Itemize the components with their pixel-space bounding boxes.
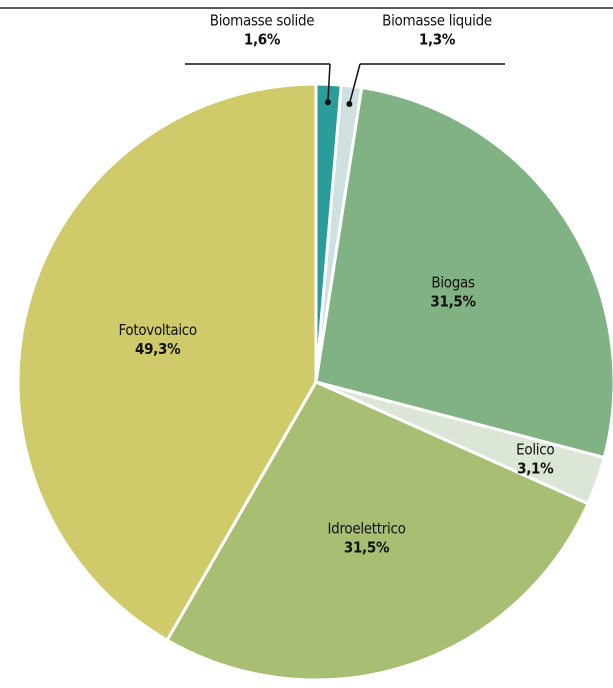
slice-value: 3,1% bbox=[517, 460, 554, 478]
pie-slice bbox=[16, 82, 318, 643]
slice-label: Idroelettrico bbox=[328, 519, 406, 537]
slice-value: 31,5% bbox=[430, 293, 476, 311]
pie bbox=[16, 82, 613, 682]
slice-value: 31,5% bbox=[344, 538, 390, 556]
leader-line bbox=[348, 63, 361, 105]
slice-label: Biomasse liquide bbox=[382, 12, 492, 30]
slice-value: 49,3% bbox=[135, 340, 181, 358]
slice-label: Biomasse solide bbox=[210, 12, 315, 30]
slice-value: 1,3% bbox=[419, 31, 456, 49]
leader-line bbox=[327, 63, 331, 103]
leader-dot bbox=[324, 99, 331, 106]
slice-label: Eolico bbox=[516, 441, 554, 459]
slice-value: 1,6% bbox=[244, 31, 281, 49]
slice-label: Biogas bbox=[431, 274, 475, 292]
slice-label: Fotovoltaico bbox=[118, 321, 196, 339]
pie-slice bbox=[165, 380, 590, 682]
leader-dot bbox=[346, 100, 353, 107]
pie-slice bbox=[314, 85, 613, 460]
